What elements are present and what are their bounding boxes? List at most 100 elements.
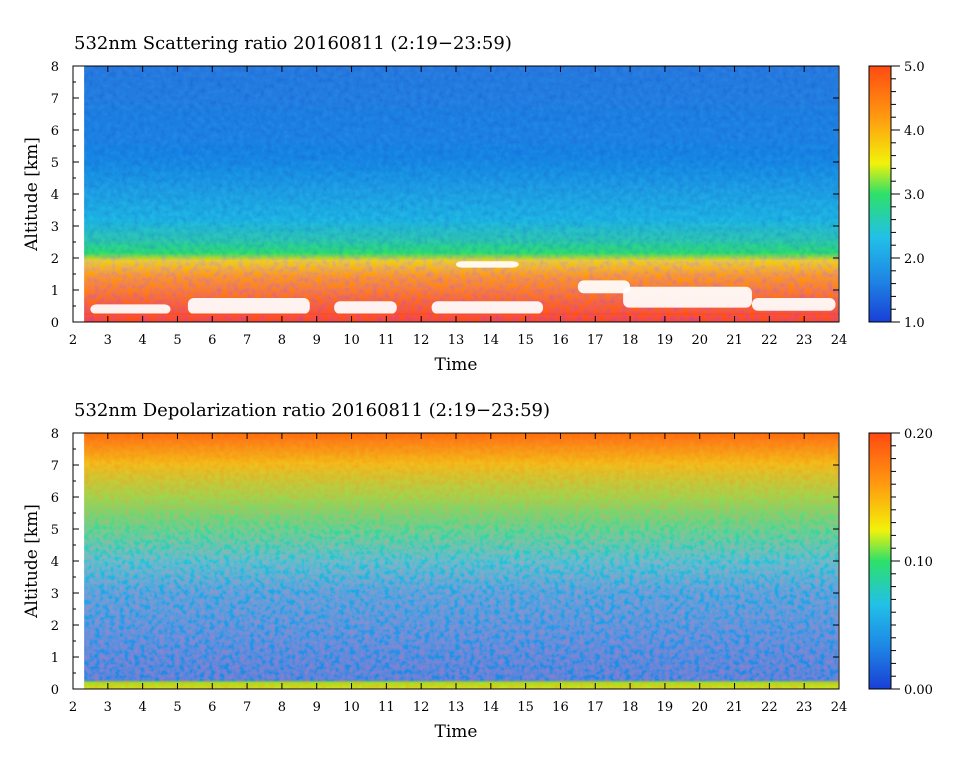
x-tick-label: 13 [448, 333, 465, 348]
colorbar-tick-label: 0.10 [904, 555, 933, 570]
heatmap-field [84, 66, 839, 322]
x-tick-label: 5 [173, 700, 181, 715]
x-tick-label: 14 [483, 333, 500, 348]
x-tick-label: 11 [378, 333, 395, 348]
x-tick-label: 13 [448, 700, 465, 715]
panel-depolarization-ratio: 532nm Depolarization ratio 20160811 (2:1… [22, 400, 933, 742]
x-tick-label: 6 [208, 700, 216, 715]
colorbar-ticks: 1.0 2.0 3.0 4.0 5.0 [891, 60, 925, 331]
colorbar-tick-label: 2.0 [904, 252, 925, 267]
x-tick-label: 10 [343, 333, 360, 348]
y-tick-label: 3 [51, 587, 59, 602]
x-tick-label: 4 [138, 700, 146, 715]
saturated-region [431, 301, 544, 314]
x-tick-label: 2 [69, 700, 77, 715]
x-tick-label: 23 [796, 700, 813, 715]
saturated-region [187, 298, 310, 314]
y-axis-label: Altitude [km] [22, 504, 42, 619]
colorbar-ticks: 0.00 0.10 0.20 [891, 427, 933, 698]
saturated-region [456, 261, 519, 268]
y-tick-label: 1 [51, 284, 59, 299]
saturated-region [751, 298, 836, 311]
x-tick-label: 16 [552, 700, 569, 715]
x-tick-label: 22 [761, 333, 778, 348]
x-ticks: 2 3 4 5 6 7 8 9 10 11 12 13 14 15 16 17 18 19 20 21 22 23 24 [69, 66, 847, 348]
x-tick-label: 11 [378, 700, 395, 715]
x-tick-label: 2 [69, 333, 77, 348]
colorbar-tick-label: 4.0 [904, 124, 925, 139]
y-tick-label: 6 [51, 124, 59, 139]
heatmap-area [84, 66, 839, 322]
colorbar-tick-label: 3.0 [904, 188, 925, 203]
chart-title: 532nm Scattering ratio 20160811 (2:19−23… [74, 33, 512, 54]
y-ticks: 0 1 2 3 4 5 6 7 8 [51, 60, 839, 331]
x-tick-label: 20 [691, 333, 708, 348]
x-tick-label: 22 [761, 700, 778, 715]
x-tick-label: 15 [517, 700, 534, 715]
y-tick-label: 0 [51, 683, 59, 698]
y-tick-label: 5 [51, 523, 59, 538]
x-tick-label: 5 [173, 333, 181, 348]
y-tick-label: 4 [51, 188, 59, 203]
x-tick-label: 17 [587, 700, 604, 715]
x-tick-label: 19 [657, 700, 674, 715]
colorbar [868, 65, 892, 323]
heatmap-field [84, 433, 839, 689]
saturated-region [623, 286, 752, 308]
x-tick-label: 4 [138, 333, 146, 348]
saturated-region [577, 280, 631, 294]
x-tick-label: 8 [278, 700, 286, 715]
y-tick-label: 8 [51, 60, 59, 75]
y-tick-label: 7 [51, 92, 59, 107]
x-tick-label: 23 [796, 333, 813, 348]
x-ticks: 2 3 4 5 6 7 8 9 10 11 12 13 14 15 16 17 18 19 20 21 22 23 24 [69, 433, 847, 715]
panel-scattering-ratio: 532nm Scattering ratio 20160811 (2:19−23… [22, 33, 925, 375]
x-tick-label: 19 [657, 333, 674, 348]
y-tick-label: 4 [51, 555, 59, 570]
x-tick-label: 14 [483, 700, 500, 715]
y-tick-label: 2 [51, 252, 59, 267]
y-tick-label: 5 [51, 156, 59, 171]
x-tick-label: 17 [587, 333, 604, 348]
colorbar [868, 432, 892, 690]
saturated-region [334, 301, 397, 314]
x-tick-label: 10 [343, 700, 360, 715]
x-tick-label: 24 [831, 333, 848, 348]
y-ticks: 0 1 2 3 4 5 6 7 8 [51, 427, 839, 698]
x-tick-label: 12 [413, 700, 430, 715]
y-tick-label: 8 [51, 427, 59, 442]
colorbar-tick-label: 1.0 [904, 316, 925, 331]
x-axis-label: Time [435, 355, 478, 375]
colorbar-tick-label: 0.00 [904, 683, 933, 698]
x-tick-label: 16 [552, 333, 569, 348]
x-tick-label: 9 [313, 333, 321, 348]
x-tick-label: 9 [313, 700, 321, 715]
x-axis-label: Time [435, 722, 478, 742]
x-tick-label: 3 [104, 333, 112, 348]
y-tick-label: 2 [51, 619, 59, 634]
x-tick-label: 18 [622, 700, 639, 715]
y-tick-label: 3 [51, 220, 59, 235]
y-tick-label: 1 [51, 651, 59, 666]
y-tick-label: 7 [51, 459, 59, 474]
x-tick-label: 12 [413, 333, 430, 348]
colorbar-tick-label: 0.20 [904, 427, 933, 442]
heatmap-area [84, 433, 839, 689]
saturated-region [90, 304, 171, 314]
x-tick-label: 21 [726, 333, 743, 348]
x-tick-label: 15 [517, 333, 534, 348]
x-tick-label: 6 [208, 333, 216, 348]
x-tick-label: 8 [278, 333, 286, 348]
y-tick-label: 6 [51, 491, 59, 506]
x-tick-label: 20 [691, 700, 708, 715]
x-tick-label: 24 [831, 700, 848, 715]
y-tick-label: 0 [51, 316, 59, 331]
x-tick-label: 18 [622, 333, 639, 348]
x-tick-label: 21 [726, 700, 743, 715]
y-axis-label: Altitude [km] [22, 137, 42, 252]
x-tick-label: 3 [104, 700, 112, 715]
x-tick-label: 7 [243, 333, 251, 348]
colorbar-tick-label: 5.0 [904, 60, 925, 75]
chart-title: 532nm Depolarization ratio 20160811 (2:1… [74, 400, 550, 421]
